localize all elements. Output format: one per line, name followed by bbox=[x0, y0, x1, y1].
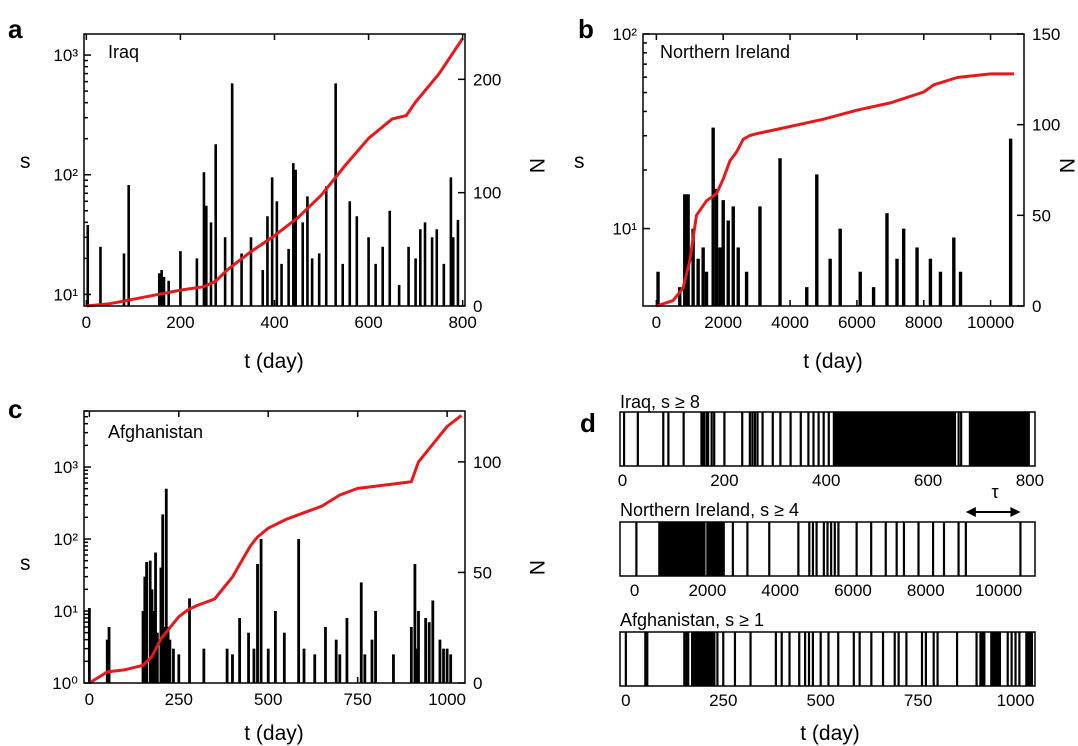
x-tick-label-a-0: 0 bbox=[82, 313, 91, 332]
y2-tick-label-a-200: 200 bbox=[473, 70, 501, 89]
y-tick-label-b-1: 10² bbox=[612, 25, 637, 44]
raster-x-tick-label-0-600: 600 bbox=[914, 471, 942, 490]
y-tick-label-b-0: 10¹ bbox=[612, 220, 637, 239]
raster-x-tick-label-0-200: 200 bbox=[710, 471, 738, 490]
panel-a-xlabel: t (day) bbox=[244, 350, 304, 373]
plot-frame-b bbox=[642, 33, 1025, 307]
cumulative-line-b-0 bbox=[655, 72, 1014, 308]
x-tick-label-b-4000: 4000 bbox=[771, 313, 809, 332]
y-tick-label-c-2: 10² bbox=[53, 530, 78, 549]
tau-arrow-left-head bbox=[965, 507, 976, 517]
raster-x-tick-label-0-800: 800 bbox=[1016, 471, 1044, 490]
raster-x-tick-label-1-8000: 8000 bbox=[907, 581, 945, 600]
panel-a-title: Iraq bbox=[108, 42, 139, 62]
raster-x-tick-label-2-0: 0 bbox=[621, 691, 630, 710]
y-tick-label-c-0: 10⁰ bbox=[52, 674, 78, 693]
panel-b: b Northern Ireland s N t (day) 0 2000 4000… bbox=[574, 14, 1078, 373]
raster-x-tick-label-1-2000: 2000 bbox=[688, 581, 726, 600]
raster-block-1-1 bbox=[707, 522, 724, 576]
panel-letter-d: d bbox=[580, 408, 596, 438]
raster-x-tick-label-1-4000: 4000 bbox=[761, 581, 799, 600]
x-tick-label-b-10000: 10000 bbox=[967, 313, 1014, 332]
y2-tick-label-a-0: 0 bbox=[473, 297, 482, 316]
raster-x-tick-label-1-10000: 10000 bbox=[975, 581, 1022, 600]
y-tick-label-c-1: 10¹ bbox=[53, 602, 78, 621]
panel-b-title: Northern Ireland bbox=[660, 42, 790, 62]
y2-tick-label-b-100: 100 bbox=[1032, 116, 1060, 135]
x-tick-label-b-6000: 6000 bbox=[838, 313, 876, 332]
raster-row-label-northern-ireland: Northern Ireland, s ≥ 4 bbox=[620, 500, 799, 520]
tau-arrow-right-head bbox=[1010, 507, 1021, 517]
x-tick-label-c-0: 0 bbox=[85, 690, 94, 709]
panel-b-plot: 0 2000 4000 6000 8000 10000 10¹ 10² 0 50 100 150 bbox=[612, 25, 1060, 332]
y2-tick-label-b-0: 0 bbox=[1032, 297, 1041, 316]
raster-x-tick-label-2-750: 750 bbox=[904, 691, 932, 710]
plot-frame-c bbox=[83, 410, 466, 684]
cumulative-line-a-0 bbox=[86, 37, 464, 308]
raster-frame-0 bbox=[619, 411, 1036, 467]
raster-x-tick-label-2-500: 500 bbox=[806, 691, 834, 710]
panel-letter-a: a bbox=[8, 14, 23, 44]
y2-tick-label-c-100: 100 bbox=[473, 453, 501, 472]
x-tick-label-a-400: 400 bbox=[260, 313, 288, 332]
panel-c: c Afghanistan s N t (day) 0 250 500 750 1000… bbox=[8, 394, 548, 745]
y2-tick-label-b-150: 150 bbox=[1032, 25, 1060, 44]
y2-tick-label-c-50: 50 bbox=[473, 563, 492, 582]
y-tick-label-a-0: 10¹ bbox=[53, 285, 78, 304]
y2-tick-label-c-0: 0 bbox=[473, 674, 482, 693]
y2-tick-label-b-50: 50 bbox=[1032, 206, 1051, 225]
raster-x-tick-label-2-250: 250 bbox=[709, 691, 737, 710]
cumulative-line-c-0 bbox=[88, 414, 463, 685]
panel-d: d Iraq, s ≥ 8 Northern Ireland, s ≥ 4 Af… bbox=[580, 392, 1044, 745]
raster-frame-2 bbox=[619, 631, 1036, 687]
panel-b-ylabel-right: N bbox=[1055, 158, 1078, 173]
panel-c-title: Afghanistan bbox=[108, 422, 203, 442]
panel-c-ylabel-left: s bbox=[20, 552, 31, 575]
panel-a-ylabel-right: N bbox=[525, 158, 548, 173]
raster-x-tick-label-1-6000: 6000 bbox=[834, 581, 872, 600]
raster-row-label-afghanistan: Afghanistan, s ≥ 1 bbox=[620, 610, 764, 630]
raster-x-tick-label-1-0: 0 bbox=[630, 581, 639, 600]
y-tick-label-a-1: 10² bbox=[53, 166, 78, 185]
panel-c-ylabel-right: N bbox=[525, 560, 548, 575]
raster-frame-1 bbox=[619, 521, 1036, 577]
raster-row-label-iraq: Iraq, s ≥ 8 bbox=[620, 392, 700, 412]
tau-label: τ bbox=[991, 482, 998, 502]
y-tick-label-a-2: 10³ bbox=[53, 46, 78, 65]
raster-x-tick-label-2-1000: 1000 bbox=[997, 691, 1035, 710]
x-tick-label-b-2000: 2000 bbox=[704, 313, 742, 332]
panel-letter-c: c bbox=[8, 394, 22, 424]
x-tick-label-a-800: 800 bbox=[448, 313, 476, 332]
panel-a: a Iraq s N t (day) 0 200 400 600 800 10¹ 10² 10… bbox=[8, 14, 548, 373]
x-tick-label-c-250: 250 bbox=[165, 690, 193, 709]
x-tick-label-c-750: 750 bbox=[343, 690, 371, 709]
x-tick-label-a-200: 200 bbox=[166, 313, 194, 332]
x-tick-label-b-0: 0 bbox=[652, 313, 661, 332]
x-tick-label-c-1000: 1000 bbox=[428, 690, 466, 709]
panel-letter-b: b bbox=[578, 14, 594, 44]
raster-x-tick-label-0-0: 0 bbox=[618, 471, 627, 490]
y-tick-label-c-3: 10³ bbox=[53, 458, 78, 477]
x-tick-label-a-600: 600 bbox=[354, 313, 382, 332]
panel-d-xlabel: t (day) bbox=[800, 722, 860, 745]
panel-a-ylabel-left: s bbox=[20, 150, 31, 173]
panel-a-plot: 0 200 400 600 800 10¹ 10² 10³ 0 100 200 bbox=[53, 33, 501, 332]
panel-b-xlabel: t (day) bbox=[803, 350, 863, 373]
raster-x-tick-label-0-400: 400 bbox=[812, 471, 840, 490]
panel-c-xlabel: t (day) bbox=[244, 722, 304, 745]
panel-c-plot: 0 250 500 750 1000 10⁰ 10¹ 10² 10³ 0 50 100 bbox=[52, 410, 501, 709]
x-tick-label-b-8000: 8000 bbox=[905, 313, 943, 332]
panel-b-ylabel-left: s bbox=[574, 150, 585, 173]
raster-block-2-2 bbox=[1025, 632, 1034, 686]
y2-tick-label-a-100: 100 bbox=[473, 184, 501, 203]
x-tick-label-c-500: 500 bbox=[254, 690, 282, 709]
